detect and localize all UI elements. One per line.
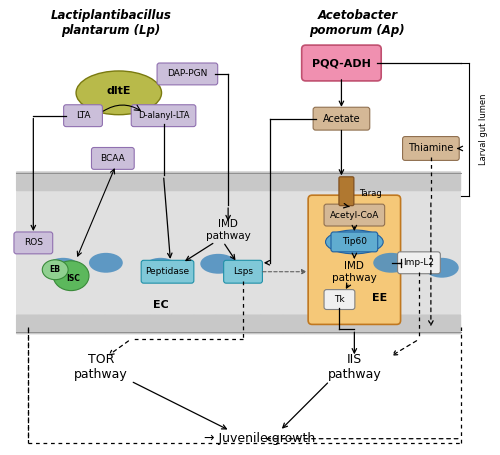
FancyBboxPatch shape (64, 105, 102, 126)
FancyBboxPatch shape (327, 172, 350, 191)
FancyBboxPatch shape (349, 172, 372, 191)
FancyBboxPatch shape (60, 314, 84, 334)
FancyBboxPatch shape (238, 314, 262, 334)
Text: IMD
pathway: IMD pathway (206, 219, 250, 241)
FancyBboxPatch shape (398, 252, 440, 274)
FancyBboxPatch shape (324, 204, 384, 226)
FancyBboxPatch shape (349, 314, 372, 334)
FancyBboxPatch shape (92, 147, 134, 169)
FancyBboxPatch shape (224, 260, 262, 283)
FancyBboxPatch shape (38, 172, 62, 191)
FancyBboxPatch shape (216, 172, 239, 191)
Text: Tip60: Tip60 (342, 238, 367, 247)
FancyBboxPatch shape (194, 314, 217, 334)
FancyBboxPatch shape (438, 314, 461, 334)
Text: Larval gut lumen: Larval gut lumen (478, 94, 488, 165)
Text: EE: EE (372, 293, 387, 303)
FancyBboxPatch shape (14, 232, 52, 254)
FancyBboxPatch shape (216, 314, 239, 334)
Ellipse shape (200, 254, 236, 274)
FancyBboxPatch shape (308, 195, 400, 324)
FancyBboxPatch shape (105, 314, 128, 334)
Ellipse shape (46, 258, 80, 278)
Ellipse shape (144, 258, 178, 278)
Text: Lsps: Lsps (233, 267, 253, 276)
FancyBboxPatch shape (127, 172, 150, 191)
Text: → Juvenile growth: → Juvenile growth (204, 432, 316, 445)
Text: Thiamine: Thiamine (408, 143, 454, 153)
FancyBboxPatch shape (149, 172, 172, 191)
FancyBboxPatch shape (172, 172, 194, 191)
FancyBboxPatch shape (331, 232, 378, 252)
FancyBboxPatch shape (105, 172, 128, 191)
Ellipse shape (76, 71, 162, 115)
FancyBboxPatch shape (194, 172, 217, 191)
FancyBboxPatch shape (157, 63, 218, 85)
Text: DAP-PGN: DAP-PGN (167, 70, 207, 78)
FancyBboxPatch shape (416, 172, 439, 191)
FancyBboxPatch shape (16, 188, 460, 318)
FancyBboxPatch shape (282, 314, 306, 334)
FancyBboxPatch shape (372, 314, 394, 334)
Text: Lactiplantibacillus
plantarum (Lp): Lactiplantibacillus plantarum (Lp) (50, 10, 172, 37)
FancyBboxPatch shape (149, 314, 172, 334)
Ellipse shape (326, 230, 383, 254)
FancyBboxPatch shape (282, 172, 306, 191)
Text: D-alanyl-LTA: D-alanyl-LTA (138, 111, 190, 120)
FancyBboxPatch shape (60, 172, 84, 191)
FancyBboxPatch shape (16, 314, 39, 334)
FancyBboxPatch shape (394, 314, 417, 334)
FancyBboxPatch shape (416, 314, 439, 334)
FancyBboxPatch shape (141, 260, 194, 283)
Text: Peptidase: Peptidase (146, 267, 190, 276)
FancyBboxPatch shape (82, 314, 106, 334)
Text: ISC: ISC (66, 274, 80, 283)
Text: Acetate: Acetate (322, 114, 360, 124)
Text: PQQ-ADH: PQQ-ADH (312, 58, 371, 68)
FancyBboxPatch shape (38, 314, 62, 334)
Text: Acetobacter
pomorum (Ap): Acetobacter pomorum (Ap) (310, 10, 405, 37)
FancyBboxPatch shape (304, 172, 328, 191)
Text: EC: EC (152, 299, 168, 309)
FancyBboxPatch shape (372, 172, 394, 191)
FancyBboxPatch shape (304, 314, 328, 334)
FancyBboxPatch shape (172, 314, 194, 334)
FancyBboxPatch shape (238, 172, 262, 191)
Text: IIS
pathway: IIS pathway (328, 353, 381, 381)
FancyBboxPatch shape (131, 105, 196, 126)
FancyBboxPatch shape (302, 45, 381, 81)
Text: IMD
pathway: IMD pathway (332, 261, 376, 283)
FancyBboxPatch shape (127, 314, 150, 334)
Ellipse shape (425, 258, 458, 278)
Ellipse shape (53, 261, 89, 291)
Text: Tarag: Tarag (360, 189, 382, 198)
FancyBboxPatch shape (324, 290, 355, 309)
Text: dltE: dltE (106, 86, 131, 96)
FancyBboxPatch shape (16, 172, 39, 191)
Text: BCAA: BCAA (100, 154, 125, 163)
Ellipse shape (373, 253, 409, 273)
FancyBboxPatch shape (402, 136, 459, 161)
Text: EB: EB (50, 265, 60, 274)
Ellipse shape (42, 260, 68, 280)
FancyBboxPatch shape (82, 172, 106, 191)
Text: ROS: ROS (24, 238, 43, 248)
FancyBboxPatch shape (260, 314, 283, 334)
Text: Acetyl-CoA: Acetyl-CoA (330, 211, 379, 220)
Text: Tk: Tk (334, 295, 345, 304)
Text: Imp-L2: Imp-L2 (404, 258, 434, 267)
FancyBboxPatch shape (313, 107, 370, 130)
FancyBboxPatch shape (339, 177, 354, 206)
Text: TOR
pathway: TOR pathway (74, 353, 128, 381)
Ellipse shape (89, 253, 123, 273)
FancyBboxPatch shape (438, 172, 461, 191)
Text: LTA: LTA (76, 111, 90, 120)
FancyBboxPatch shape (260, 172, 283, 191)
FancyBboxPatch shape (394, 172, 417, 191)
FancyBboxPatch shape (327, 314, 350, 334)
